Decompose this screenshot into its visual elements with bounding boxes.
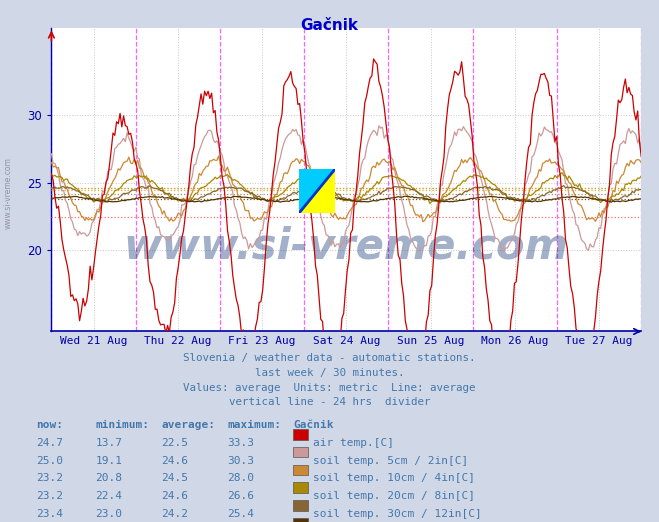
- Text: last week / 30 minutes.: last week / 30 minutes.: [255, 368, 404, 378]
- Text: 25.0: 25.0: [36, 456, 63, 466]
- Text: 23.4: 23.4: [36, 509, 63, 519]
- Text: soil temp. 30cm / 12in[C]: soil temp. 30cm / 12in[C]: [313, 509, 482, 519]
- Text: soil temp. 5cm / 2in[C]: soil temp. 5cm / 2in[C]: [313, 456, 469, 466]
- Text: 25.4: 25.4: [227, 509, 254, 519]
- Text: soil temp. 20cm / 8in[C]: soil temp. 20cm / 8in[C]: [313, 491, 475, 501]
- Text: maximum:: maximum:: [227, 420, 281, 430]
- Text: 30.3: 30.3: [227, 456, 254, 466]
- Polygon shape: [299, 169, 335, 213]
- Text: Values: average  Units: metric  Line: average: Values: average Units: metric Line: aver…: [183, 383, 476, 393]
- Text: 33.3: 33.3: [227, 438, 254, 448]
- Text: 22.5: 22.5: [161, 438, 188, 448]
- Text: 20.8: 20.8: [96, 473, 123, 483]
- Text: www.si-vreme.com: www.si-vreme.com: [124, 226, 569, 267]
- Text: 23.0: 23.0: [96, 509, 123, 519]
- Text: soil temp. 10cm / 4in[C]: soil temp. 10cm / 4in[C]: [313, 473, 475, 483]
- Text: 24.2: 24.2: [161, 509, 188, 519]
- Text: average:: average:: [161, 420, 215, 430]
- Text: Gačnik: Gačnik: [293, 420, 333, 430]
- Text: 22.4: 22.4: [96, 491, 123, 501]
- Text: Slovenia / weather data - automatic stations.: Slovenia / weather data - automatic stat…: [183, 353, 476, 363]
- Text: 24.7: 24.7: [36, 438, 63, 448]
- Text: 24.6: 24.6: [161, 491, 188, 501]
- Text: now:: now:: [36, 420, 63, 430]
- Text: minimum:: minimum:: [96, 420, 150, 430]
- Text: 24.6: 24.6: [161, 456, 188, 466]
- Text: Gačnik: Gačnik: [301, 18, 358, 33]
- Text: air temp.[C]: air temp.[C]: [313, 438, 394, 448]
- Text: 26.6: 26.6: [227, 491, 254, 501]
- Text: 19.1: 19.1: [96, 456, 123, 466]
- Text: 24.5: 24.5: [161, 473, 188, 483]
- Text: 23.2: 23.2: [36, 473, 63, 483]
- Polygon shape: [299, 169, 335, 213]
- Text: 13.7: 13.7: [96, 438, 123, 448]
- Text: vertical line - 24 hrs  divider: vertical line - 24 hrs divider: [229, 397, 430, 407]
- Text: 28.0: 28.0: [227, 473, 254, 483]
- Text: www.si-vreme.com: www.si-vreme.com: [4, 157, 13, 229]
- Text: 23.2: 23.2: [36, 491, 63, 501]
